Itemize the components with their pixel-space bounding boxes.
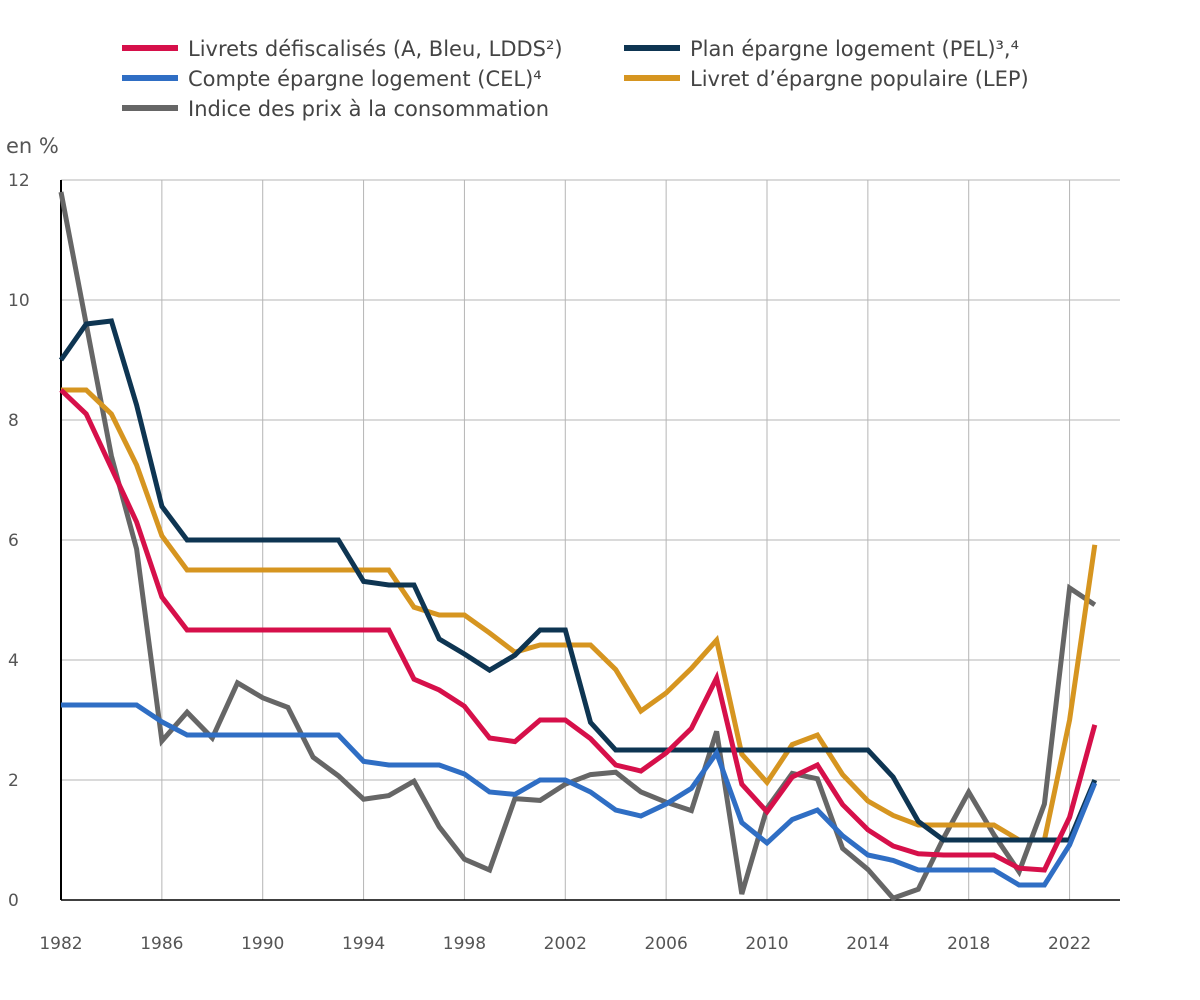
y-tick-label: 4 <box>8 651 19 671</box>
legend: Livrets défiscalisés (A, Bleu, LDDS²) Pl… <box>122 37 1029 121</box>
legend-label: Plan épargne logement (PEL)³,⁴ <box>690 37 1019 61</box>
x-tick-label: 1986 <box>140 934 183 954</box>
y-tick-label: 0 <box>8 891 19 911</box>
legend-item: Livret d’épargne populaire (LEP) <box>624 67 1029 91</box>
x-tick-label: 2002 <box>544 934 587 954</box>
y-tick-label: 2 <box>8 771 19 791</box>
x-tick-label: 2010 <box>745 934 788 954</box>
x-tick-label: 1982 <box>39 934 82 954</box>
series-line <box>59 388 1098 873</box>
axes <box>60 180 1120 901</box>
legend-label: Compte épargne logement (CEL)⁴ <box>188 67 542 91</box>
x-tick-label: 1994 <box>342 934 385 954</box>
legend-item: Compte épargne logement (CEL)⁴ <box>122 67 542 91</box>
legend-item: Plan épargne logement (PEL)³,⁴ <box>624 37 1019 61</box>
series-lines <box>58 191 1098 902</box>
legend-label: Livret d’épargne populaire (LEP) <box>690 67 1029 91</box>
x-tick-label: 2014 <box>846 934 889 954</box>
x-tick-label: 1998 <box>443 934 486 954</box>
legend-item: Livrets défiscalisés (A, Bleu, LDDS²) <box>122 37 563 61</box>
tick-labels: 0 2 4 6 8 10 12 1982 1986 1990 1994 1998 2002 2006 201… <box>8 171 1091 954</box>
legend-label: Indice des prix à la consommation <box>188 97 549 121</box>
x-tick-label: 2006 <box>645 934 688 954</box>
series-line <box>58 191 1097 902</box>
y-tick-label: 10 <box>8 291 30 311</box>
y-tick-label: 8 <box>8 411 19 431</box>
y-tick-label: 12 <box>8 171 30 191</box>
series-line <box>61 702 1098 888</box>
x-tick-label: 2018 <box>947 934 990 954</box>
y-axis-unit-label: en % <box>6 134 59 158</box>
x-tick-label: 1990 <box>241 934 284 954</box>
series-line <box>61 387 1098 843</box>
legend-item: Indice des prix à la consommation <box>122 97 549 121</box>
series-line <box>58 318 1098 843</box>
y-tick-label: 6 <box>8 531 19 551</box>
x-tick-label: 2022 <box>1048 934 1091 954</box>
legend-label: Livrets défiscalisés (A, Bleu, LDDS²) <box>188 37 563 61</box>
